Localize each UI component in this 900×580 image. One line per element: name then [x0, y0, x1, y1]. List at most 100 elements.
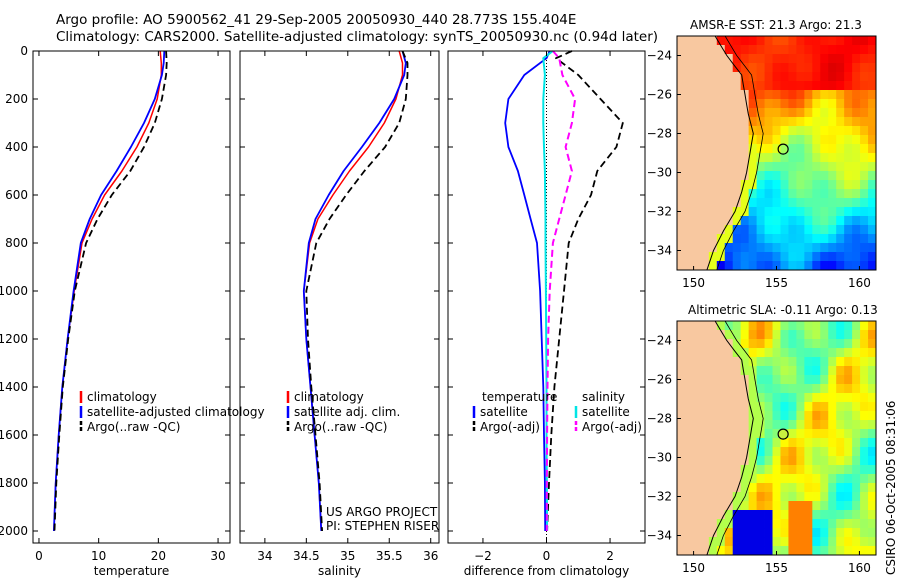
map-cell — [836, 108, 845, 118]
map-cell — [756, 108, 765, 118]
map-cell — [677, 456, 686, 466]
map-cell — [788, 456, 797, 466]
map-cell — [716, 393, 726, 403]
map-cell — [732, 429, 742, 439]
series-argo_sal-line — [545, 50, 577, 531]
map-cell — [780, 162, 789, 172]
map-cell — [684, 81, 694, 91]
map-cell — [748, 153, 757, 163]
map-cell — [868, 483, 877, 493]
map-cell — [796, 339, 805, 349]
coastline — [706, 320, 754, 556]
map-cell — [796, 153, 805, 163]
map-cell — [788, 321, 797, 331]
map-cell — [820, 90, 829, 100]
map-cell — [748, 357, 757, 367]
map-cell — [708, 447, 718, 457]
y-tick-label: 1200 — [0, 332, 28, 346]
map-cell — [804, 45, 813, 55]
map-cell — [788, 375, 797, 385]
map-cell — [812, 189, 821, 199]
map-cell — [748, 36, 757, 46]
map-cell — [724, 72, 734, 82]
map-cell — [804, 321, 813, 331]
map-cell — [788, 162, 797, 172]
map-cell — [780, 474, 789, 484]
map-cell — [844, 339, 853, 349]
map-cell — [804, 438, 813, 448]
map-cell — [684, 483, 694, 493]
map-cell — [788, 519, 797, 529]
map-cell — [732, 162, 742, 172]
map-cell — [828, 207, 837, 217]
map-cell — [836, 225, 845, 235]
map-cell — [732, 510, 742, 520]
map-cell — [844, 171, 853, 181]
map-cell — [868, 393, 877, 403]
map-cell — [708, 510, 718, 520]
plot-frame — [239, 50, 440, 544]
legend-label: satellite — [480, 405, 528, 419]
map-cell — [860, 63, 869, 73]
map-cell — [868, 411, 877, 421]
map-cell — [868, 225, 877, 235]
map-cell — [677, 447, 686, 457]
map-cell — [764, 429, 773, 439]
map-cell — [820, 252, 829, 262]
map-cell — [756, 135, 765, 145]
map-cell — [708, 330, 718, 340]
map-cell — [764, 225, 773, 235]
map-cell — [812, 420, 821, 430]
map-cell — [677, 546, 686, 556]
map-cell — [820, 546, 829, 556]
map-cell — [708, 180, 718, 190]
map-cell — [772, 162, 781, 172]
map-cell — [788, 528, 797, 538]
map-cell — [860, 162, 869, 172]
map-cell — [844, 54, 853, 64]
map-cell — [740, 501, 750, 511]
map-cell — [860, 366, 869, 376]
map-cell — [868, 456, 877, 466]
map-cell — [764, 438, 773, 448]
map-cell — [740, 243, 750, 253]
map-cell — [700, 63, 710, 73]
map-cell — [788, 117, 797, 127]
map-cell — [716, 402, 726, 412]
map-cell — [708, 72, 718, 82]
map-cell — [836, 81, 845, 91]
map-cell — [708, 492, 718, 502]
map-cell — [740, 348, 750, 358]
map-cell — [796, 501, 805, 511]
map-cell — [716, 99, 726, 109]
map-cell — [740, 447, 750, 457]
map-cell — [836, 90, 845, 100]
map-cell — [788, 384, 797, 394]
map-cell — [740, 537, 750, 547]
map-cell — [844, 198, 853, 208]
map-cell — [828, 99, 837, 109]
map-cell — [868, 180, 877, 190]
map-cell — [828, 528, 837, 538]
map-cell — [772, 117, 781, 127]
map-cell — [692, 492, 702, 502]
map-cell — [692, 234, 702, 244]
map-cell — [684, 510, 694, 520]
map-cell — [820, 501, 829, 511]
map-cell — [836, 63, 845, 73]
map-cell — [812, 162, 821, 172]
map-cell — [788, 243, 797, 253]
map-cell — [852, 108, 861, 118]
map-cell — [692, 81, 702, 91]
map-cell — [820, 144, 829, 154]
map-cell — [772, 234, 781, 244]
map-cell — [796, 171, 805, 181]
map-cell — [700, 252, 710, 262]
map-cell — [732, 492, 742, 502]
map-cell — [724, 384, 734, 394]
map-cell — [716, 234, 726, 244]
map-cell — [677, 366, 686, 376]
map-cell — [868, 54, 877, 64]
map-cell — [764, 162, 773, 172]
map-cell — [812, 45, 821, 55]
